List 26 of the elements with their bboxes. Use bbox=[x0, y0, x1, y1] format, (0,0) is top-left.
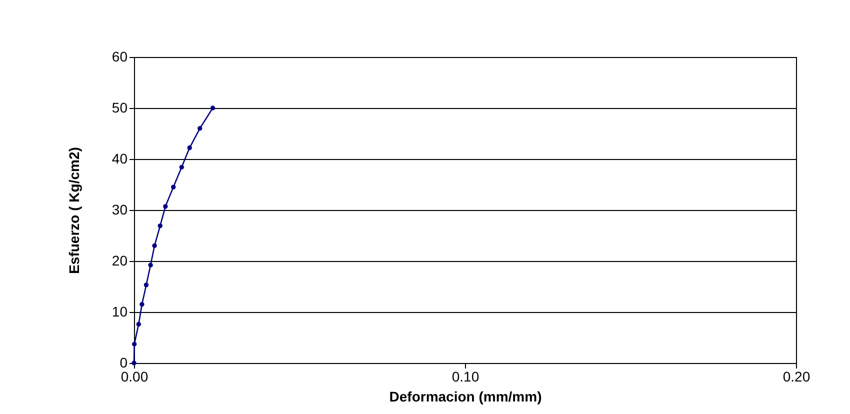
x-tick-label: 0.20 bbox=[782, 368, 810, 384]
y-tick-label: 0 bbox=[120, 354, 128, 370]
point bbox=[198, 126, 202, 131]
point bbox=[140, 302, 144, 307]
y-tick-label: 30 bbox=[112, 202, 128, 218]
y-tick-label: 50 bbox=[112, 100, 128, 116]
point bbox=[136, 322, 141, 327]
point bbox=[158, 223, 162, 228]
point bbox=[210, 106, 216, 110]
point bbox=[187, 145, 192, 150]
x-tick-label: 0.10 bbox=[452, 368, 480, 384]
point bbox=[179, 164, 184, 170]
x-tick-label: 0.00 bbox=[120, 368, 148, 384]
point bbox=[144, 282, 149, 288]
y-tick-label: 10 bbox=[112, 304, 128, 320]
y-tick-label: 40 bbox=[112, 150, 128, 166]
point bbox=[171, 184, 176, 190]
x-axis-title: Deformacion (mm/mm) bbox=[389, 388, 542, 404]
y-axis-title: Esfuerzo ( Kg/cm2) bbox=[66, 147, 82, 274]
point bbox=[163, 204, 168, 209]
y-tick-label: 20 bbox=[112, 252, 128, 268]
point bbox=[148, 262, 153, 268]
point bbox=[132, 360, 136, 366]
y-tick-label: 60 bbox=[112, 48, 128, 64]
point bbox=[152, 243, 157, 248]
point bbox=[132, 342, 137, 346]
